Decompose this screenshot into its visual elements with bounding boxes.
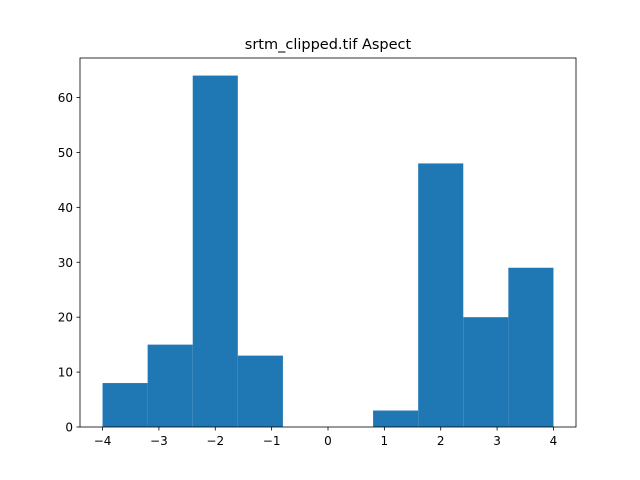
y-tick-label: 0 — [65, 421, 73, 435]
x-tick-label: −1 — [263, 434, 281, 448]
histogram-bar-6 — [373, 411, 418, 427]
x-tick-label: 4 — [550, 434, 558, 448]
histogram-bar-7 — [418, 163, 463, 427]
x-axis-ticks: −4 −3 −2 −1 0 1 2 3 4 — [94, 427, 558, 448]
y-tick-label: 10 — [58, 366, 73, 380]
y-axis-ticks: 0 10 20 30 40 50 60 — [58, 91, 80, 434]
y-tick-label: 20 — [58, 311, 73, 325]
x-tick-label: 0 — [324, 434, 332, 448]
histogram-bar-9 — [508, 268, 553, 427]
chart-title: srtm_clipped.tif Aspect — [245, 37, 412, 53]
histogram-bar-1 — [148, 345, 193, 427]
histogram-bar-0 — [103, 383, 148, 427]
histogram-bar-3 — [238, 356, 283, 427]
x-tick-label: 3 — [493, 434, 501, 448]
x-tick-label: 1 — [381, 434, 389, 448]
y-tick-label: 60 — [58, 91, 73, 105]
bars-group — [103, 76, 554, 427]
y-tick-label: 30 — [58, 256, 73, 270]
x-tick-label: 2 — [437, 434, 445, 448]
x-tick-label: −2 — [206, 434, 224, 448]
histogram-bar-2 — [193, 76, 238, 427]
y-tick-label: 50 — [58, 146, 73, 160]
histogram-bar-8 — [463, 317, 508, 427]
y-tick-label: 40 — [58, 201, 73, 215]
x-tick-label: −4 — [94, 434, 112, 448]
x-tick-label: −3 — [150, 434, 168, 448]
